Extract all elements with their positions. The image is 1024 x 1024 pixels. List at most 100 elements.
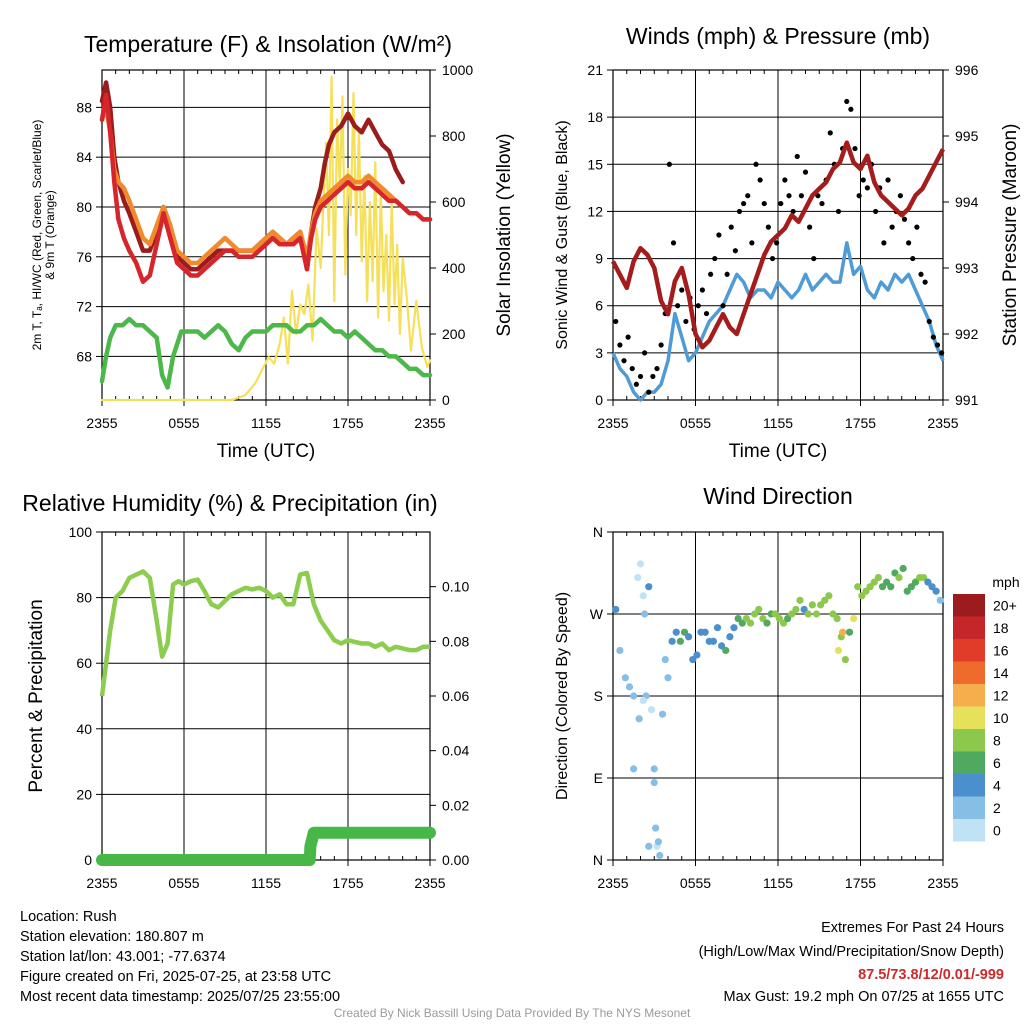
direction-point <box>726 633 734 641</box>
y2-tick-label: 991 <box>955 392 979 408</box>
colorbar-label: 0 <box>993 822 1001 838</box>
gust-point <box>613 318 619 325</box>
series-line-2m-t <box>99 92 433 284</box>
direction-point <box>759 614 767 623</box>
gust-point <box>844 98 850 105</box>
direction-point <box>635 715 643 723</box>
y-tick-label: S <box>594 688 603 704</box>
x-axis-label: Time (UTC) <box>217 441 316 462</box>
x-tick-label: 0555 <box>168 415 199 431</box>
gust-point <box>885 177 891 183</box>
direction-point <box>709 637 717 645</box>
plot-frame <box>101 69 431 401</box>
y-tick-label: 72 <box>76 299 92 315</box>
gust-point <box>778 200 784 207</box>
x-tick-label: 2355 <box>86 415 117 431</box>
gust-point <box>637 373 644 380</box>
direction-point <box>734 614 742 623</box>
x-tick-label: 2355 <box>414 875 445 891</box>
y2-tick-label: 0.02 <box>442 797 469 813</box>
direction-point <box>845 628 854 636</box>
direction-point <box>779 619 788 627</box>
colorbar-label: 18 <box>993 620 1009 636</box>
info-elevation: Station elevation: 180.807 m <box>20 929 204 945</box>
direction-point <box>621 674 629 682</box>
direction-point <box>718 642 726 650</box>
gust-point <box>939 350 945 356</box>
direction-point <box>661 655 669 664</box>
direction-point <box>689 655 697 664</box>
colorbar-title: mph <box>992 574 1019 590</box>
gust-point <box>650 373 656 380</box>
direction-point <box>839 628 847 636</box>
series-line-precipitation <box>96 826 436 866</box>
gust-point <box>790 208 796 215</box>
gust-point <box>675 303 681 309</box>
colorbar-swatch <box>953 796 985 819</box>
colorbar-label: 4 <box>993 777 1001 793</box>
direction-point <box>792 605 800 614</box>
gust-point <box>757 177 763 183</box>
y-tick-label: N <box>593 524 603 540</box>
direction-point <box>693 651 701 659</box>
gust-point <box>699 287 705 293</box>
direction-point <box>911 578 920 586</box>
colorbar-swatch <box>953 751 985 774</box>
gust-point <box>741 200 747 207</box>
direction-point <box>874 573 882 582</box>
y2-tick-label: 0.04 <box>442 743 469 759</box>
gust-point <box>633 381 639 387</box>
direction-point <box>722 646 730 655</box>
y-axis-label: Percent & Precipitation <box>26 599 47 792</box>
gust-point <box>761 200 767 207</box>
gust-point <box>703 310 710 317</box>
plot-frame <box>612 69 944 401</box>
direction-point <box>899 564 907 573</box>
y2-tick-label: 994 <box>955 194 979 210</box>
x-tick-label: 2355 <box>414 415 445 431</box>
direction-point <box>821 596 829 604</box>
y-tick-label: 80 <box>76 199 92 215</box>
gust-point <box>852 145 858 152</box>
gust-point <box>930 334 936 340</box>
gust-point <box>683 318 689 325</box>
gust-point <box>881 240 887 246</box>
direction-point <box>812 610 821 618</box>
y-tick-label: 0 <box>84 852 92 868</box>
gust-point <box>910 255 916 262</box>
direction-point <box>834 646 843 655</box>
direction-point <box>751 610 759 618</box>
gust-point <box>835 208 842 215</box>
series-line-dewpoint <box>99 316 433 390</box>
direction-point <box>625 683 634 691</box>
y-tick-label: 100 <box>69 524 93 540</box>
direction-point <box>738 619 746 627</box>
direction-point <box>808 601 816 609</box>
y2-tick-label: 996 <box>955 62 979 78</box>
gust-point <box>807 224 813 230</box>
y2-tick-label: 0.06 <box>442 688 469 704</box>
gust-point <box>642 350 648 356</box>
gust-point <box>901 216 908 222</box>
x-tick-label: 2355 <box>927 875 958 891</box>
direction-point <box>672 628 680 636</box>
y-tick-label: 88 <box>76 99 92 115</box>
chart-title: Wind Direction <box>703 483 853 509</box>
credit-line: Created By Nick Bassill Using Data Provi… <box>333 1006 691 1020</box>
colorbar-swatch <box>953 639 985 662</box>
y-axis-label: Sonic Wind & Gust (Blue, Black) <box>554 120 571 349</box>
gust-point <box>658 342 664 348</box>
gust-point <box>724 271 730 277</box>
gust-point <box>621 358 627 364</box>
y2-axis-label: Station Pressure (Maroon) <box>1000 124 1021 347</box>
direction-point <box>656 851 664 860</box>
y2-tick-label: 400 <box>442 260 466 276</box>
colorbar-label: 14 <box>993 665 1009 681</box>
gust-point <box>922 279 928 285</box>
info-recent: Most recent data timestamp: 2025/07/25 2… <box>20 989 341 1005</box>
colorbar-label: 6 <box>993 755 1001 771</box>
direction-point <box>654 838 662 846</box>
y-tick-label: 6 <box>595 298 603 314</box>
direction-point <box>932 587 940 595</box>
